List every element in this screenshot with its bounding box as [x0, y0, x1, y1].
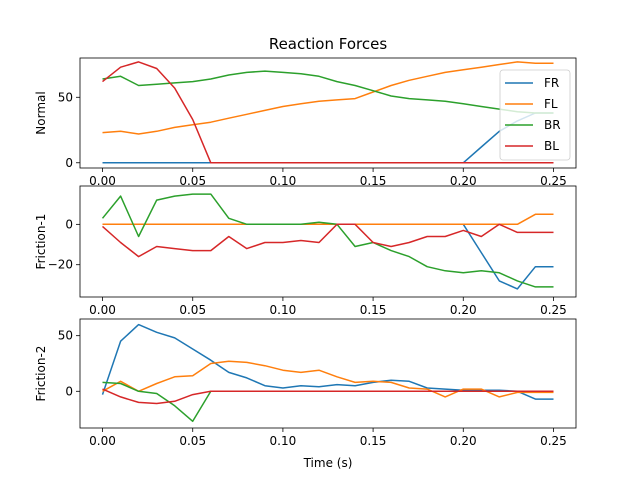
y-tick-label: 0 [65, 156, 73, 170]
x-tick-label: 0.05 [179, 303, 206, 317]
series-line-fr [101, 323, 554, 400]
legend-label-fl: FL [544, 97, 558, 111]
series-line-br [101, 193, 554, 288]
x-axis-label: Time (s) [303, 456, 353, 470]
series-line-bl [102, 223, 554, 258]
y-tick-label: −20 [48, 258, 73, 272]
subplot-2: 0.00 0.05 0.10 0.15 0.20 0.25 −20 0 Friction-1 [34, 185, 577, 317]
subplot-1: 0.00 0.05 0.10 0.15 0.20 0.25 0 50 Normal FR FL BR B… [34, 57, 577, 188]
x-tick-label: 0.25 [540, 303, 567, 317]
y-axis-label: Friction-1 [34, 214, 48, 270]
x-tick-label: 0.00 [89, 174, 116, 188]
y-tick-label: 50 [58, 90, 73, 104]
legend-label-br: BR [544, 118, 561, 132]
x-tick-label: 0.15 [360, 174, 387, 188]
x-tick-label: 0.10 [270, 174, 297, 188]
figure-title: Reaction Forces [269, 35, 388, 53]
subplot-3: 0.00 0.05 0.10 0.15 0.20 0.25 0 50 Friction-2 [34, 318, 577, 448]
series-line-fl [102, 360, 554, 398]
series-line-fl [102, 213, 554, 226]
y-axis-label: Friction-2 [34, 346, 48, 402]
y-tick-label: 0 [65, 384, 73, 398]
x-tick-label: 0.00 [89, 303, 116, 317]
axes-frame [79, 318, 577, 429]
x-tick-label: 0.25 [540, 434, 567, 448]
legend-label-fr: FR [544, 76, 559, 90]
x-tick-label: 0.10 [270, 434, 297, 448]
axes-frame [79, 185, 577, 298]
legend-frame [499, 69, 571, 161]
x-tick-label: 0.15 [360, 434, 387, 448]
y-tick-label: 50 [58, 329, 73, 343]
x-tick-label: 0.05 [179, 174, 206, 188]
y-axis-label: Normal [34, 91, 48, 134]
x-tick-label: 0.25 [540, 174, 567, 188]
x-tick-label: 0.20 [450, 174, 477, 188]
legend-label-bl: BL [544, 139, 559, 153]
subplots: 0.00 0.05 0.10 0.15 0.20 0.25 0 50 Normal FR FL BR B… [34, 57, 577, 448]
x-tick-label: 0.20 [450, 434, 477, 448]
x-tick-label: 0.20 [450, 303, 477, 317]
legend: FR FL BR BL [499, 69, 571, 161]
series-line-br [102, 70, 554, 114]
series-line-fl [102, 61, 554, 135]
x-tick-label: 0.15 [360, 303, 387, 317]
x-tick-label: 0.05 [179, 434, 206, 448]
series-line-bl [102, 61, 554, 164]
x-tick-label: 0.10 [270, 303, 297, 317]
axes-frame [79, 57, 577, 169]
series-line-bl [102, 388, 554, 405]
x-tick-label: 0.00 [89, 434, 116, 448]
y-tick-label: 0 [65, 217, 73, 231]
